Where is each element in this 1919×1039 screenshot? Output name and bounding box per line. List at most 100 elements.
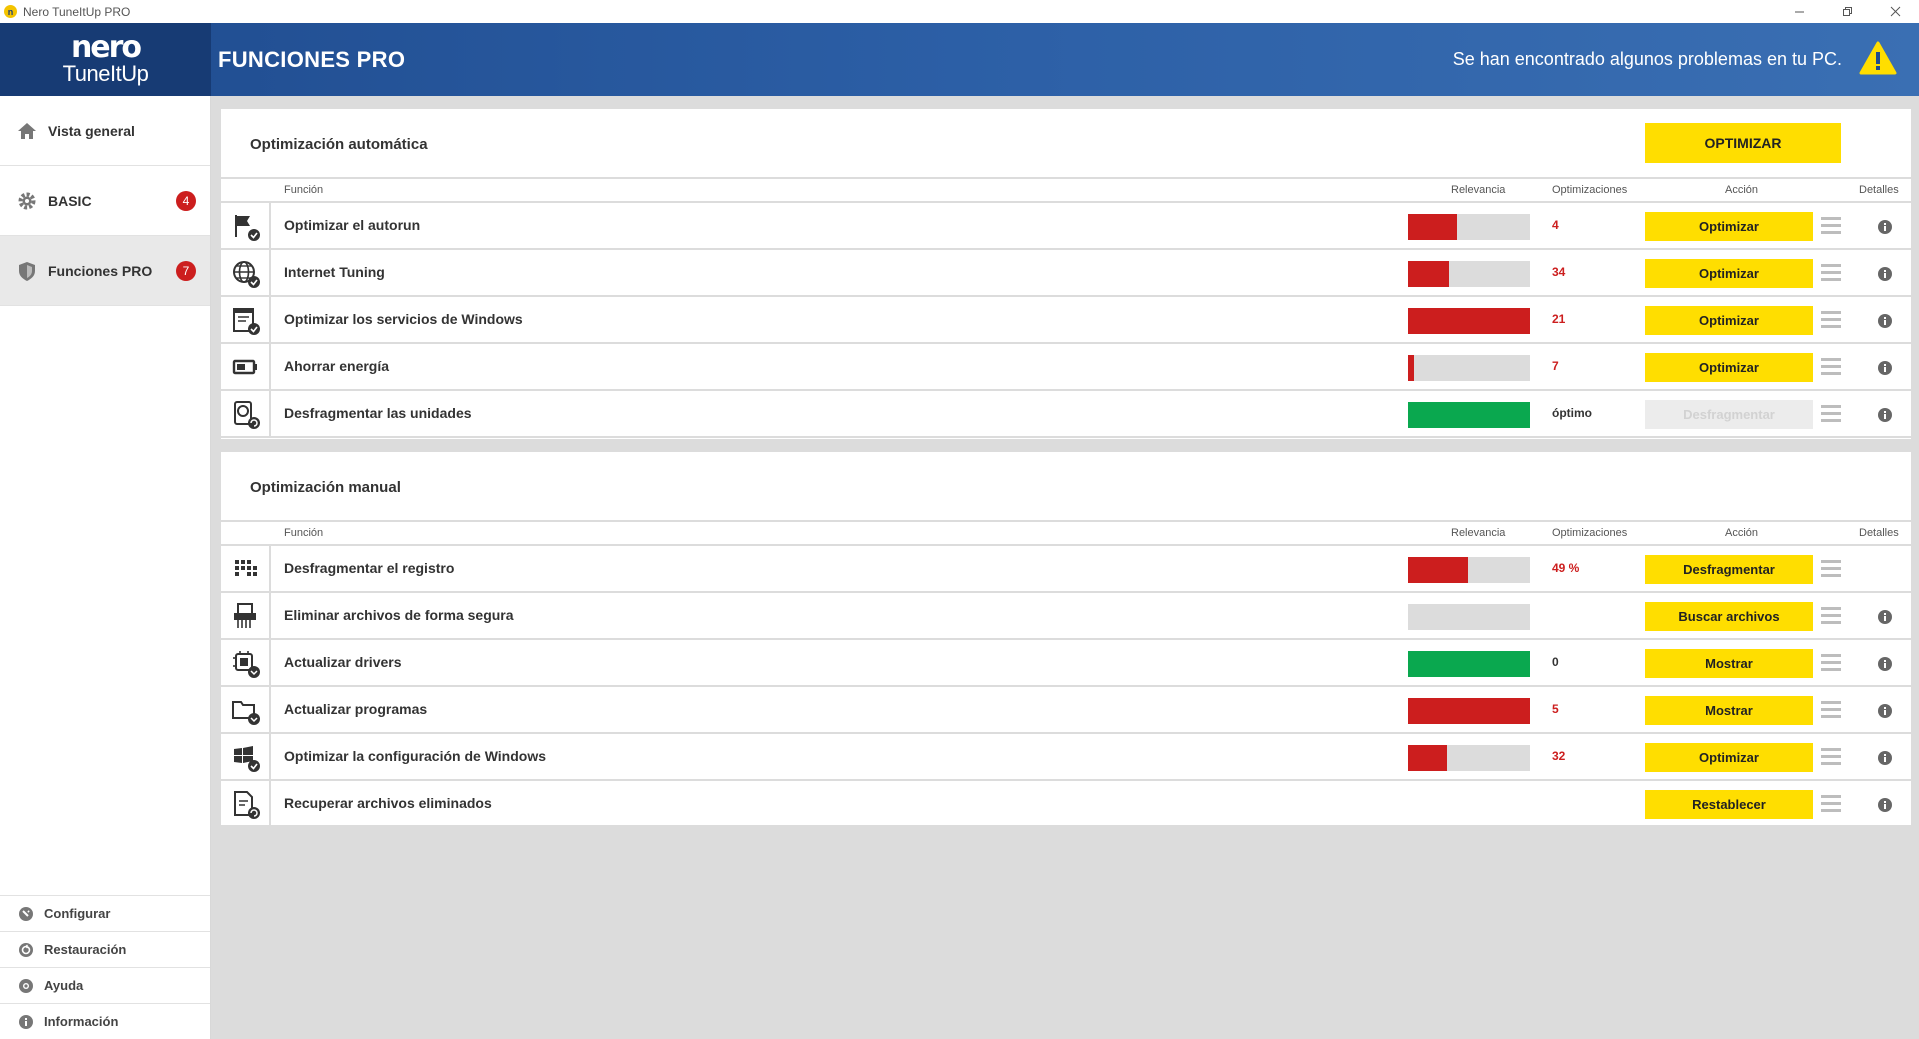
function-name: Eliminar archivos de forma segura <box>284 607 514 623</box>
sidebar-item-label: BASIC <box>48 192 92 209</box>
action-button[interactable]: Desfragmentar <box>1645 400 1813 429</box>
row-menu-icon[interactable] <box>1821 358 1841 376</box>
alert-message[interactable]: Se han encontrado algunos problemas en t… <box>1452 49 1842 69</box>
col-detalles: Detalles <box>1859 184 1899 196</box>
function-name: Recuperar archivos eliminados <box>284 795 492 811</box>
main-content: Optimización automática OPTIMIZAR Funció… <box>211 96 1919 1039</box>
restore-button[interactable] <box>1823 0 1871 23</box>
details-info-icon[interactable] <box>1877 360 1893 376</box>
nero-logo[interactable]: nero TuneItUp <box>0 23 211 96</box>
relevance-bar <box>1408 604 1530 630</box>
page-title: FUNCIONES PRO <box>218 47 406 72</box>
details-info-icon[interactable] <box>1877 797 1893 813</box>
row-icon-cell <box>221 297 271 342</box>
table-row: Actualizar drivers 0 Mostrar <box>221 640 1911 687</box>
manual-section-title: Optimización manual <box>250 479 401 496</box>
auto-optimization-panel: Optimización automática OPTIMIZAR Funció… <box>221 109 1911 439</box>
details-info-icon[interactable] <box>1877 703 1893 719</box>
details-info-icon[interactable] <box>1877 609 1893 625</box>
row-menu-icon[interactable] <box>1821 311 1841 329</box>
relevance-bar <box>1408 402 1530 428</box>
logo-nero: nero <box>70 29 142 65</box>
action-button[interactable]: Optimizar <box>1645 743 1813 772</box>
relevance-bar-fill <box>1408 698 1530 724</box>
details-info-icon[interactable] <box>1877 750 1893 766</box>
function-name: Desfragmentar las unidades <box>284 405 472 421</box>
row-menu-icon[interactable] <box>1821 654 1841 672</box>
details-info-icon[interactable] <box>1877 656 1893 672</box>
action-button[interactable]: Mostrar <box>1645 649 1813 678</box>
details-info-icon[interactable] <box>1877 407 1893 423</box>
gear-icon <box>18 192 36 209</box>
sidebar-item-basic[interactable]: BASIC 4 <box>0 166 210 236</box>
action-button[interactable]: Optimizar <box>1645 259 1813 288</box>
row-menu-icon[interactable] <box>1821 264 1841 282</box>
row-menu-icon[interactable] <box>1821 217 1841 235</box>
globe-icon <box>233 260 260 288</box>
row-icon-cell <box>221 391 271 436</box>
logo-tuneitup: TuneItUp <box>62 60 149 86</box>
optimizations-value: 0 <box>1552 655 1559 669</box>
function-name: Optimizar los servicios de Windows <box>284 311 523 327</box>
auto-section-title: Optimización automática <box>250 136 428 153</box>
row-icon-cell <box>221 687 271 732</box>
optimizations-value: 5 <box>1552 702 1559 716</box>
row-menu-icon[interactable] <box>1821 607 1841 625</box>
sidebar-item-funciones-pro[interactable]: Funciones PRO 7 <box>0 236 210 306</box>
optimizations-value: 7 <box>1552 359 1559 373</box>
optimizations-value: 49 % <box>1552 561 1580 575</box>
minimize-icon <box>1794 11 1804 13</box>
function-name: Optimizar la configuración de Windows <box>284 748 547 764</box>
pro-count-badge: 7 <box>176 261 196 281</box>
sidebar-item-vista-general[interactable]: Vista general <box>0 96 210 166</box>
action-button[interactable]: Desfragmentar <box>1645 555 1813 584</box>
table-row: Optimizar el autorun 4 Optimizar <box>221 203 1911 250</box>
optimize-all-button[interactable]: OPTIMIZAR <box>1645 123 1841 163</box>
row-menu-icon[interactable] <box>1821 405 1841 423</box>
folder-download-icon <box>232 700 260 725</box>
table-row: Ahorrar energía 7 Optimizar <box>221 344 1911 391</box>
relevance-bar <box>1408 355 1530 381</box>
table-row: Optimizar la configuración de Windows 32 O… <box>221 734 1911 781</box>
table-row: Actualizar programas 5 Mostrar <box>221 687 1911 734</box>
action-button[interactable]: Mostrar <box>1645 696 1813 725</box>
info-icon <box>19 1014 33 1029</box>
manual-optimization-panel: Optimización manual Función Relevancia O… <box>221 452 1911 828</box>
relevance-bar-fill <box>1408 557 1468 583</box>
row-icon-cell <box>221 781 271 826</box>
manual-section-header: Optimización manual <box>221 452 1911 522</box>
sidebar-item-configurar[interactable]: Configurar <box>0 895 210 931</box>
row-menu-icon[interactable] <box>1821 701 1841 719</box>
details-info-icon[interactable] <box>1877 266 1893 282</box>
row-menu-icon[interactable] <box>1821 560 1841 578</box>
row-menu-icon[interactable] <box>1821 795 1841 813</box>
sidebar-item-ayuda[interactable]: Ayuda <box>0 967 210 1003</box>
action-button[interactable]: Optimizar <box>1645 212 1813 241</box>
autorun-flag-icon <box>235 214 260 241</box>
action-button[interactable]: Optimizar <box>1645 353 1813 382</box>
sidebar-item-restauracion[interactable]: Restauración <box>0 931 210 967</box>
disk-defrag-icon <box>234 400 260 429</box>
restore-icon <box>19 942 33 957</box>
action-button[interactable]: Restablecer <box>1645 790 1813 819</box>
row-menu-icon[interactable] <box>1821 748 1841 766</box>
relevance-bar <box>1408 261 1530 287</box>
details-info-icon[interactable] <box>1877 313 1893 329</box>
close-button[interactable] <box>1871 0 1919 23</box>
action-button[interactable]: Buscar archivos <box>1645 602 1813 631</box>
bottom-nav-label: Configurar <box>44 906 111 921</box>
action-button[interactable]: Optimizar <box>1645 306 1813 335</box>
chip-download-icon <box>233 650 260 678</box>
sidebar-item-informacion[interactable]: Información <box>0 1003 210 1039</box>
row-icon-cell <box>221 203 271 248</box>
optimizations-value: 32 <box>1552 749 1566 763</box>
col-funcion: Función <box>284 184 324 196</box>
row-icon-cell <box>221 640 271 685</box>
minimize-button[interactable] <box>1775 0 1823 23</box>
details-info-icon[interactable] <box>1877 219 1893 235</box>
warning-icon[interactable] <box>1859 41 1897 75</box>
windows-check-icon <box>234 745 260 772</box>
sidebar-bottom-nav: Configurar Restauración Ayuda Informació… <box>0 895 210 1039</box>
function-name: Ahorrar energía <box>284 358 390 374</box>
window-title: Nero TuneItUp PRO <box>23 4 131 19</box>
